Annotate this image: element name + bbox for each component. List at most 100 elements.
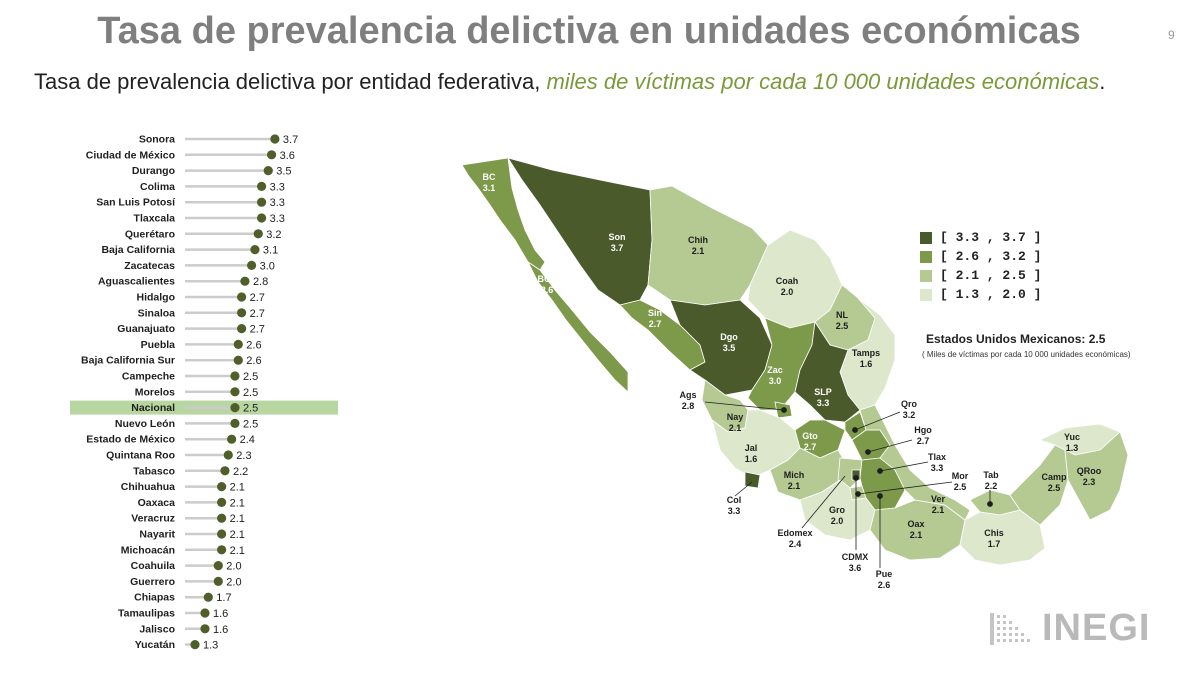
value-label: 2.7: [250, 292, 265, 304]
data-point: [256, 197, 267, 207]
value-label: 2.3: [236, 450, 251, 462]
map-label-bcs: BCS 2.6: [537, 274, 556, 295]
category-label: Baja California: [101, 244, 175, 256]
map-label-mich: Mich 2.1: [784, 470, 805, 491]
map-label-yuc: Yuc 1.3: [1064, 432, 1080, 453]
category-label: Coahuila: [131, 560, 175, 572]
category-label: Ciudad de México: [86, 149, 175, 161]
map-label-cdmx: CDMX 3.6: [842, 552, 869, 573]
value-label: 3.2: [266, 229, 281, 241]
category-label: Durango: [132, 165, 175, 177]
pointer-dot-pue: [877, 493, 883, 499]
value-label: 3.0: [260, 260, 275, 272]
data-point: [237, 324, 247, 334]
state-shape-qroo: [1064, 431, 1129, 521]
category-label: Nacional: [131, 402, 175, 414]
pointer-dot-tlax: [877, 468, 883, 474]
legend-swatch-light: [920, 269, 932, 282]
data-point: [253, 229, 263, 239]
data-point: [220, 466, 230, 476]
data-point: [237, 292, 247, 302]
category-label: Tlaxcala: [134, 213, 176, 225]
category-label: Guerrero: [130, 576, 175, 588]
map-label-ags: Ags 2.8: [679, 390, 696, 411]
data-point: [217, 545, 227, 555]
pointer-dot-mor: [855, 491, 861, 497]
value-label: 2.5: [243, 371, 258, 383]
category-label: Chiapas: [134, 592, 175, 604]
pointer-dot-ags: [781, 407, 787, 413]
category-label: Yucatán: [135, 639, 175, 651]
national-rate-note: ( Miles de víctimas por cada 10 000 unid…: [922, 350, 1131, 359]
data-point: [256, 181, 267, 191]
subtitle-highlight: miles de víctimas por cada 10 000 unidad…: [546, 69, 1100, 94]
category-label: Baja California Sur: [81, 355, 175, 367]
category-label: Morelos: [135, 386, 175, 398]
data-point: [227, 434, 237, 444]
map-label-qro: Qro 3.2: [901, 399, 918, 420]
data-point: [200, 608, 210, 618]
data-point: [223, 450, 233, 460]
data-point: [217, 497, 227, 507]
data-point: [230, 418, 240, 428]
legend-item-mid: [ 2.6 , 3.2 ]: [920, 247, 1041, 266]
category-label: Aguascalientes: [98, 276, 175, 288]
map-label-edomex: Edomex 2.4: [777, 528, 812, 549]
value-label: 2.1: [230, 482, 245, 494]
subtitle-lead: Tasa de prevalencia delictiva por entida…: [34, 69, 541, 94]
state-shape-dgo: [669, 299, 773, 396]
category-label: Zacatecas: [124, 260, 175, 272]
legend-swatch-mid: [920, 250, 932, 263]
value-label: 2.8: [253, 276, 268, 288]
slide-number: 9: [1168, 28, 1175, 42]
map-legend: [ 3.3 , 3.7 ] [ 2.6 , 3.2 ] [ 2.1 , 2.5 …: [920, 228, 1041, 304]
category-label: Querétaro: [125, 228, 175, 240]
value-label: 2.7: [250, 308, 265, 320]
data-point: [247, 260, 257, 270]
data-point: [213, 561, 223, 571]
value-label: 2.1: [230, 513, 245, 525]
value-label: 2.4: [240, 434, 255, 446]
category-label: Veracruz: [131, 513, 175, 525]
value-label: 1.6: [213, 608, 228, 620]
pointer-qro: [854, 411, 901, 431]
category-label: San Luis Potosí: [96, 197, 176, 209]
pointer-dot-hgo: [865, 449, 871, 455]
category-label: Michoacán: [121, 544, 175, 556]
map-label-son: Son 3.7: [609, 232, 626, 253]
legend-item-dark: [ 3.3 , 3.7 ]: [920, 228, 1041, 247]
value-label: 3.3: [270, 197, 285, 209]
value-label: 1.3: [203, 640, 218, 652]
state-shape-col: [744, 471, 761, 489]
category-label: Sonora: [139, 134, 175, 146]
dot-chart: Sonora 3.7 Ciudad de México 3.6 Durango 3.5 Co…: [70, 134, 338, 652]
value-label: 2.1: [230, 529, 245, 541]
value-label: 2.7: [250, 324, 265, 336]
map-label-chis: Chis 1.7: [984, 528, 1004, 549]
data-point: [263, 166, 273, 176]
map-label-slp: SLP 3.3: [814, 387, 832, 408]
data-point: [256, 213, 267, 223]
data-point: [270, 134, 280, 144]
map-label-chih: Chih 2.1: [688, 235, 708, 256]
data-point: [217, 529, 227, 539]
category-label: Campeche: [122, 371, 175, 383]
pointer-edomex: [801, 475, 846, 529]
map-label-nl: NL 2.5: [836, 310, 849, 331]
data-point: [233, 339, 243, 349]
national-rate-label: Estados Unidos Mexicanos: 2.5: [926, 332, 1106, 346]
data-point: [203, 592, 213, 602]
value-label: 1.6: [213, 624, 228, 636]
map-label-gro: Gro 2.0: [829, 505, 846, 526]
category-label: Sinaloa: [138, 307, 176, 319]
value-label: 2.6: [246, 355, 261, 367]
category-label: Estado de México: [86, 434, 175, 446]
legend-swatch-lightest: [920, 288, 932, 301]
inegi-wordmark: INEGI: [1042, 607, 1151, 649]
map-label-gto: Gto 2.7: [802, 431, 818, 452]
inegi-dots-icon: [990, 612, 1030, 645]
map-label-camp: Camp 2.5: [1041, 472, 1067, 493]
subtitle-end: .: [1099, 69, 1106, 94]
data-point: [217, 482, 227, 492]
category-label: Oaxaca: [138, 497, 176, 509]
